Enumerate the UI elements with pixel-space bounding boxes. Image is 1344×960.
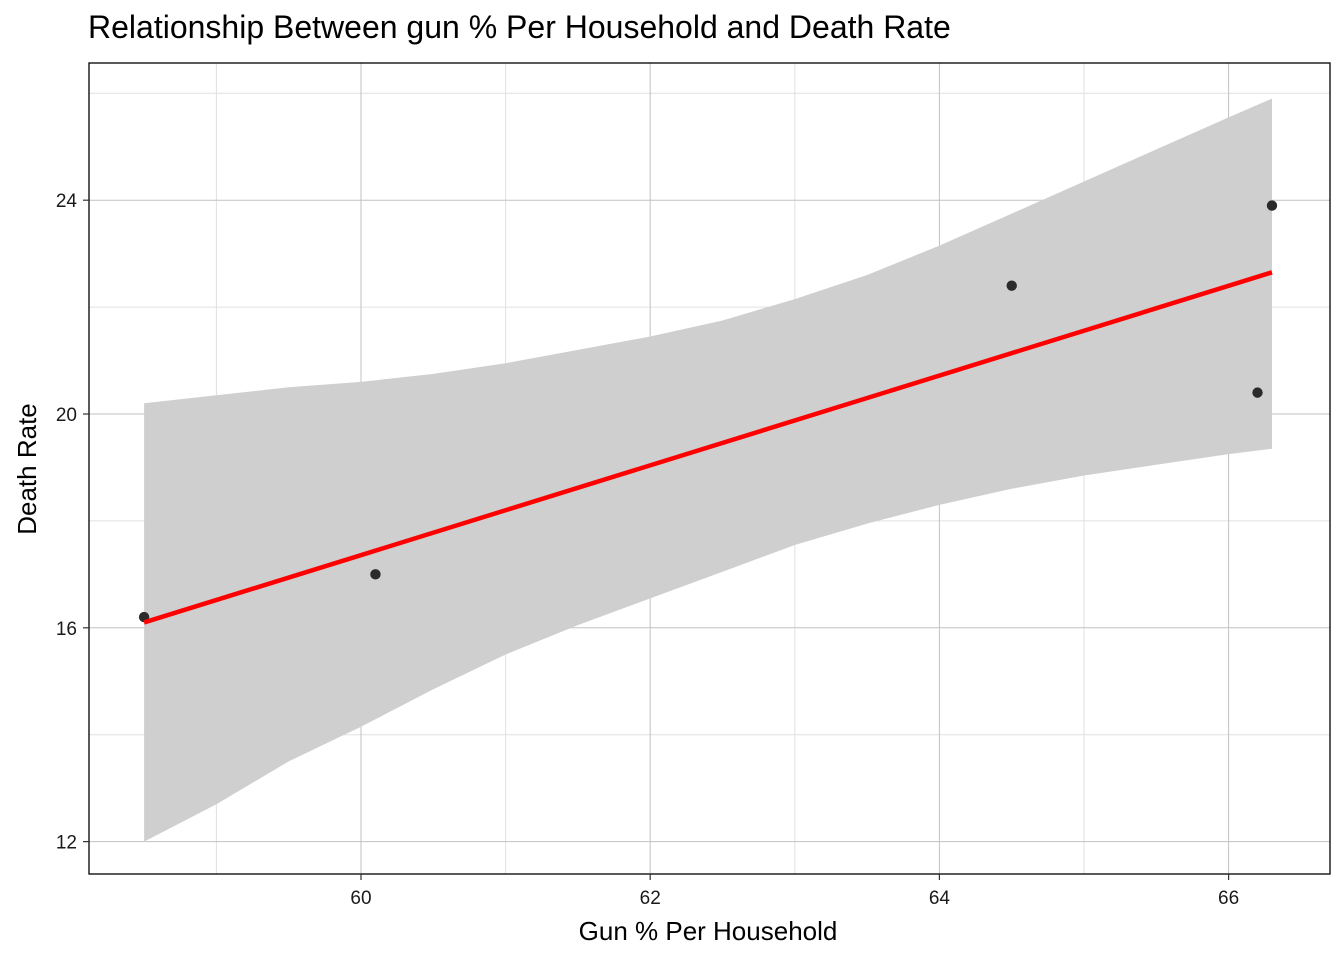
panel-content: [89, 63, 1330, 874]
plot-panel: [88, 62, 1331, 875]
axis-ticks: 60 62 64 66 12 16 20 24: [56, 191, 1239, 909]
panel-border: [88, 62, 1331, 875]
data-point: [370, 569, 381, 580]
y-tick-label: 12: [56, 833, 77, 854]
y-tick-label: 20: [56, 405, 77, 426]
x-tick-label: 62: [640, 888, 661, 909]
x-tick-label: 60: [350, 888, 371, 909]
chart-title: Relationship Between gun % Per Household…: [88, 9, 951, 45]
y-axis-title: Death Rate: [12, 403, 42, 535]
confidence-band: [144, 98, 1273, 842]
y-tick-label: 24: [56, 191, 78, 212]
data-point: [1266, 200, 1278, 211]
data-point: [1252, 387, 1263, 398]
y-tick-label: 16: [56, 619, 77, 640]
x-axis-title: Gun % Per Household: [579, 916, 838, 946]
x-tick-label: 66: [1218, 888, 1239, 909]
data-point: [1006, 280, 1017, 291]
trend-line: [143, 270, 1273, 625]
x-tick-label: 64: [929, 888, 951, 909]
